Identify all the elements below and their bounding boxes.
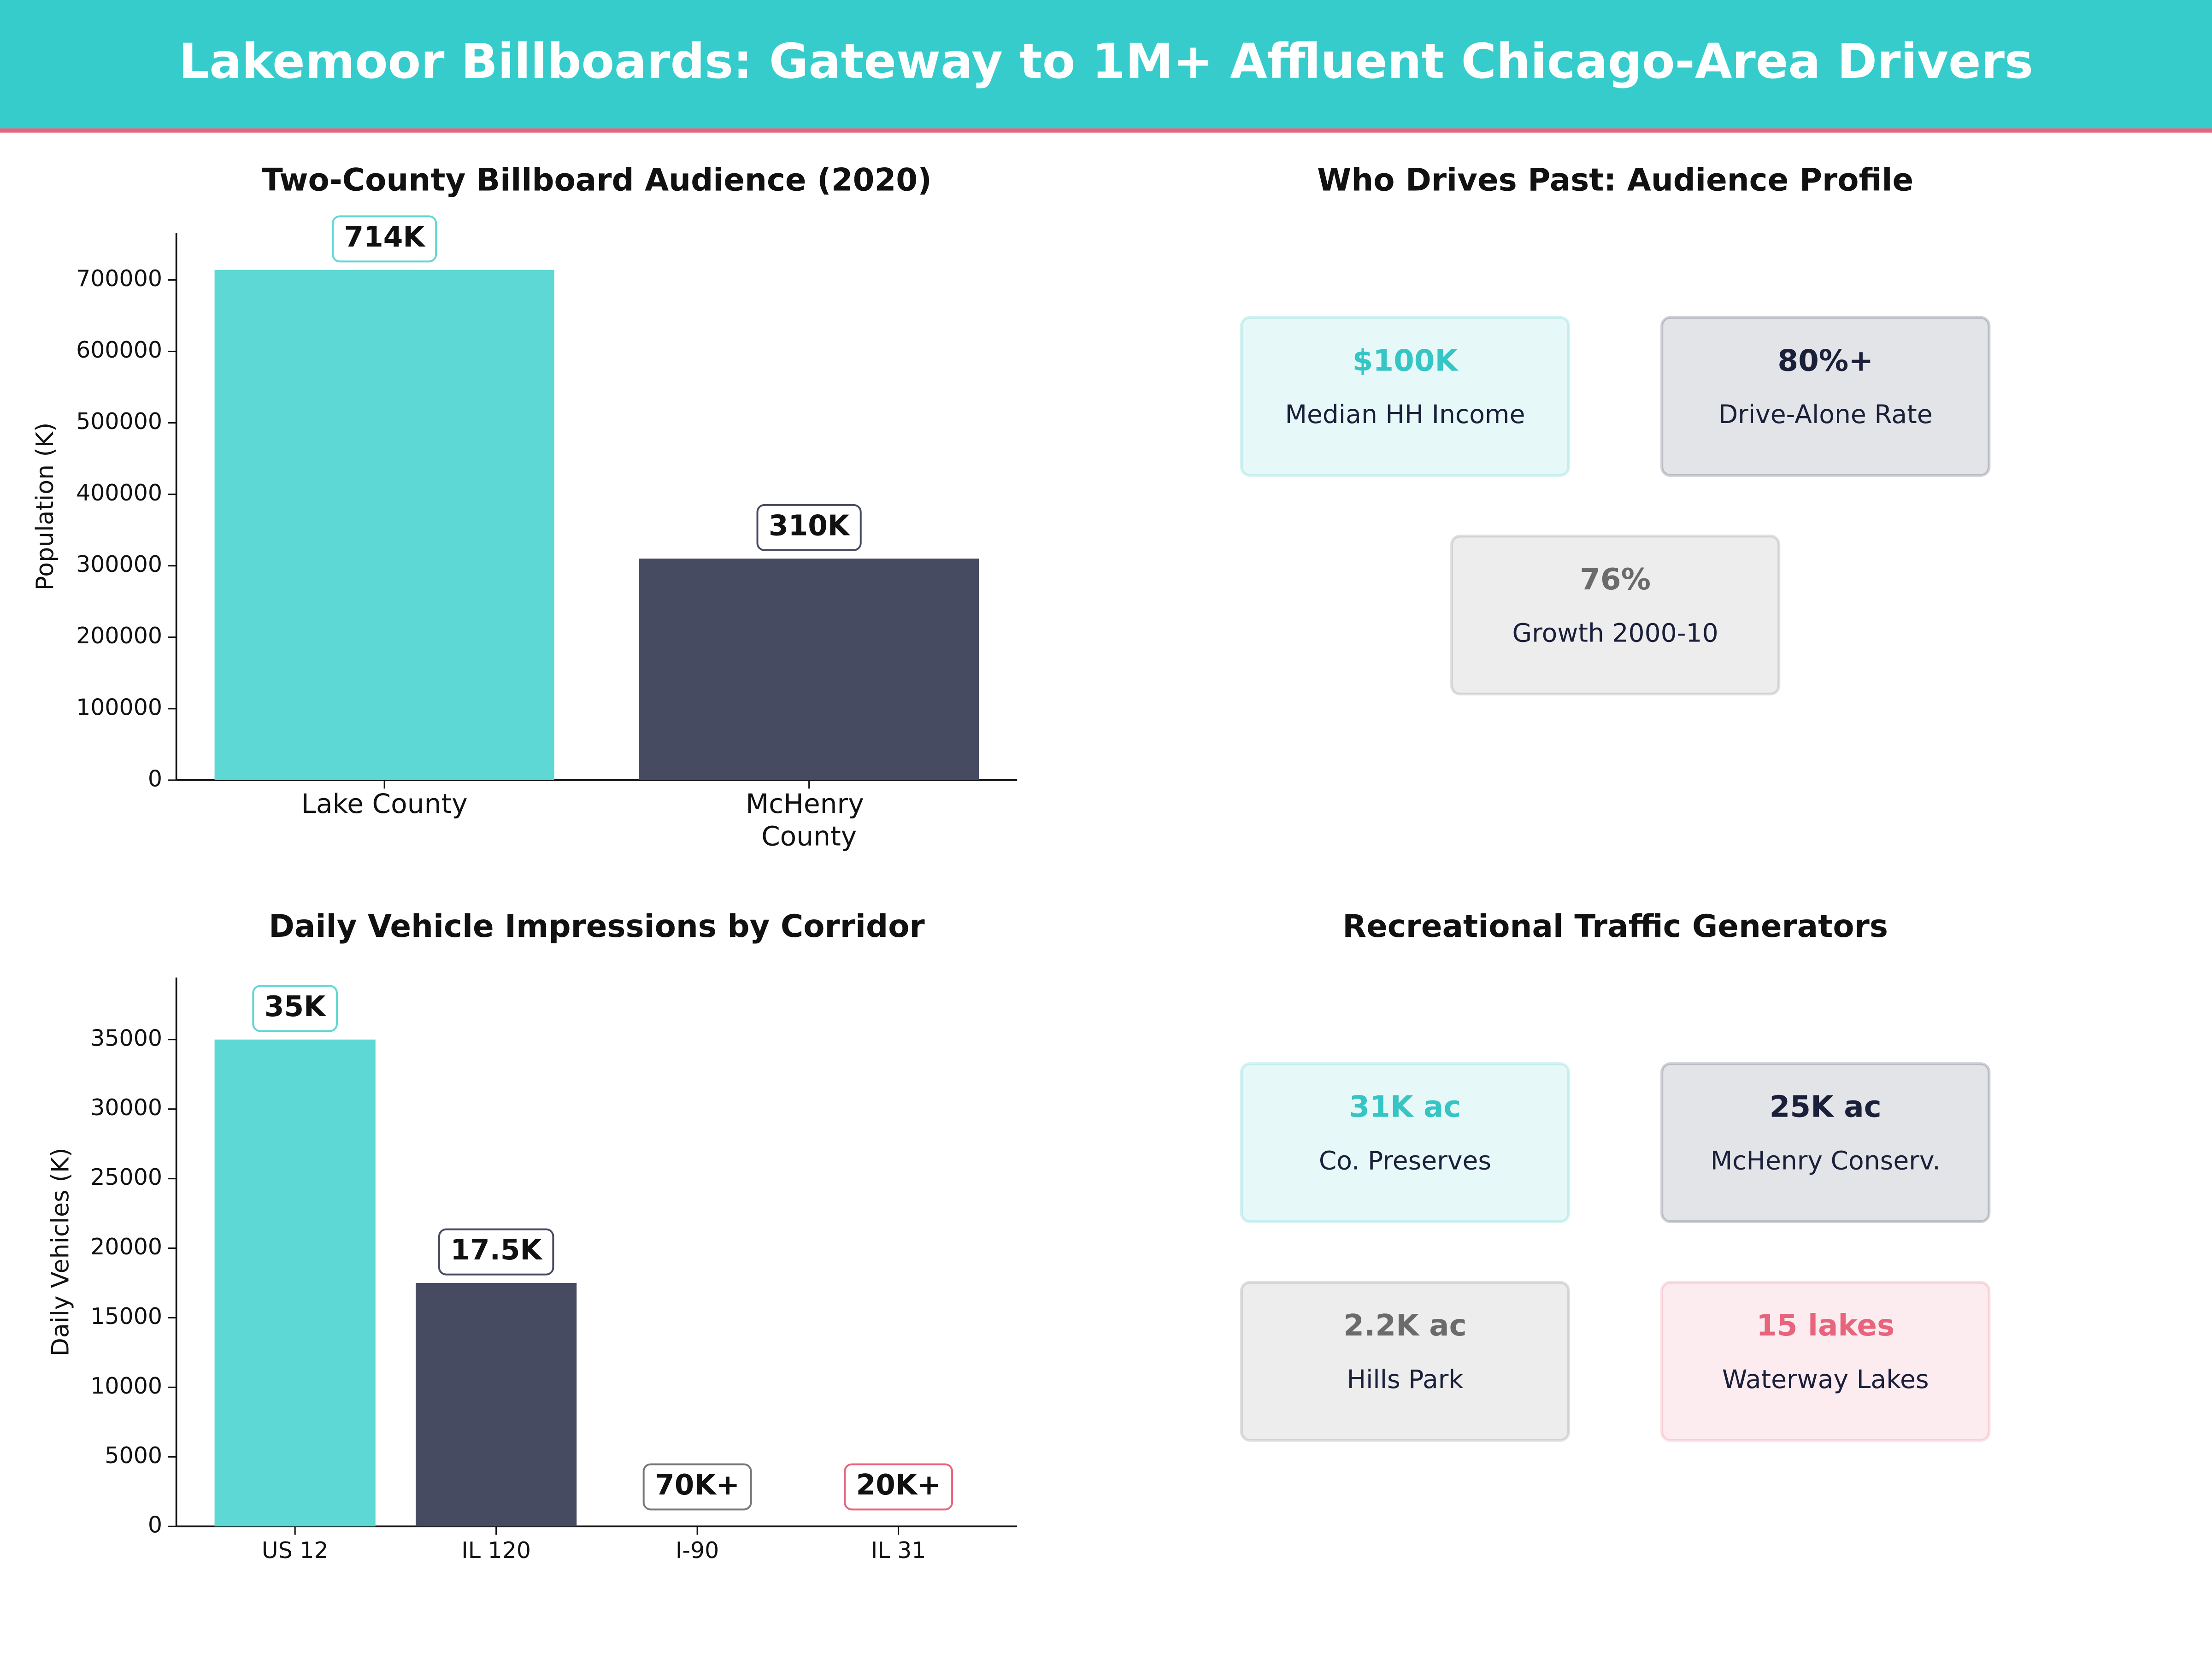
y-tick-label: 30000 [90, 1094, 162, 1121]
value-label-group: 35K [252, 985, 338, 1032]
value-label-box [252, 985, 338, 1032]
header-rule [0, 128, 2212, 133]
value-label: 310K [769, 509, 851, 542]
value-label-box [756, 504, 862, 551]
y-tick-label: 300000 [76, 551, 162, 577]
y-tick-label: 0 [148, 765, 162, 792]
value-label-group: 17.5K [438, 1228, 554, 1276]
value-label-group: 714K [332, 215, 437, 263]
panel-title: Who Drives Past: Audience Profile [1317, 161, 1913, 198]
value-label-box [642, 1463, 752, 1511]
y-tick-label: 400000 [76, 480, 162, 506]
stat-card [1240, 1062, 1571, 1224]
stat-card [1240, 1281, 1571, 1442]
y-tick-label: 100000 [76, 694, 162, 720]
y-axis-label: Daily Vehicles (K) [47, 1148, 75, 1357]
stat-value: 15 lakes [1756, 1308, 1894, 1343]
x-tick-label: IL 31 [871, 1537, 926, 1564]
stat-label: Co. Preserves [1319, 1146, 1491, 1176]
stat-card [1660, 1062, 1991, 1224]
stat-value: 80%+ [1777, 343, 1873, 378]
stat-label: Waterway Lakes [1722, 1365, 1929, 1394]
y-tick-label: 35000 [90, 1025, 162, 1051]
y-tick-label: 20000 [90, 1234, 162, 1260]
y-tick-label: 500000 [76, 408, 162, 435]
value-label-box [844, 1463, 953, 1511]
y-tick-label: 600000 [76, 337, 162, 363]
y-tick-label: 10000 [90, 1373, 162, 1399]
value-label: 35K [265, 990, 327, 1023]
value-label: 20K+ [856, 1469, 941, 1501]
bar [214, 270, 554, 780]
value-label: 17.5K [450, 1234, 543, 1266]
value-label-box [332, 215, 437, 263]
value-label: 70K+ [655, 1469, 740, 1501]
header-bar [0, 0, 2212, 129]
stat-label: Median HH Income [1285, 400, 1525, 429]
stat-value: $100K [1353, 343, 1459, 378]
bar [639, 559, 979, 780]
y-tick-label: 200000 [76, 623, 162, 649]
stat-card [1660, 1281, 1991, 1442]
stat-card [1660, 316, 1991, 477]
stat-label: Hills Park [1347, 1365, 1464, 1394]
y-tick-label: 0 [148, 1512, 162, 1538]
x-tick-label: IL 120 [461, 1537, 531, 1564]
x-tick-label-line: County [761, 820, 857, 852]
x-tick-label: I-90 [676, 1537, 719, 1564]
x-tick-label: McHenry County [746, 788, 872, 852]
value-label: 714K [344, 221, 426, 253]
stat-card [1450, 535, 1781, 696]
x-tick-label: US 12 [262, 1537, 329, 1564]
stat-label: Growth 2000-10 [1512, 618, 1718, 648]
stat-value: 2.2K ac [1343, 1308, 1466, 1343]
bar [416, 1282, 577, 1527]
stat-label: Drive-Alone Rate [1718, 400, 1933, 429]
stat-label: McHenry Conserv. [1711, 1146, 1941, 1176]
y-axis-label: Population (K) [31, 423, 59, 591]
y-tick-label: 15000 [90, 1303, 162, 1330]
stat-value: 25K ac [1770, 1090, 1882, 1124]
stat-value: 76% [1580, 562, 1651, 597]
y-tick-label: 700000 [76, 265, 162, 292]
stat-value: 31K ac [1349, 1090, 1461, 1124]
value-label-group: 20K+ [844, 1463, 953, 1511]
chart-title: Daily Vehicle Impressions by Corridor [269, 908, 925, 944]
y-tick-label: 5000 [105, 1442, 162, 1469]
value-label-box [438, 1228, 554, 1276]
value-label-group: 310K [756, 504, 862, 551]
x-tick-label-line: McHenry [746, 788, 872, 819]
y-tick-label: 25000 [90, 1164, 162, 1190]
stat-card [1240, 316, 1571, 477]
value-label-group: 70K+ [642, 1463, 752, 1511]
x-tick-label: Lake County [301, 788, 468, 819]
chart-title: Two-County Billboard Audience (2020) [262, 161, 932, 198]
header-title: Lakemoor Billboards: Gateway to 1M+ Affl… [179, 33, 2033, 89]
panel-title: Recreational Traffic Generators [1342, 908, 1888, 944]
bar [214, 1039, 376, 1527]
